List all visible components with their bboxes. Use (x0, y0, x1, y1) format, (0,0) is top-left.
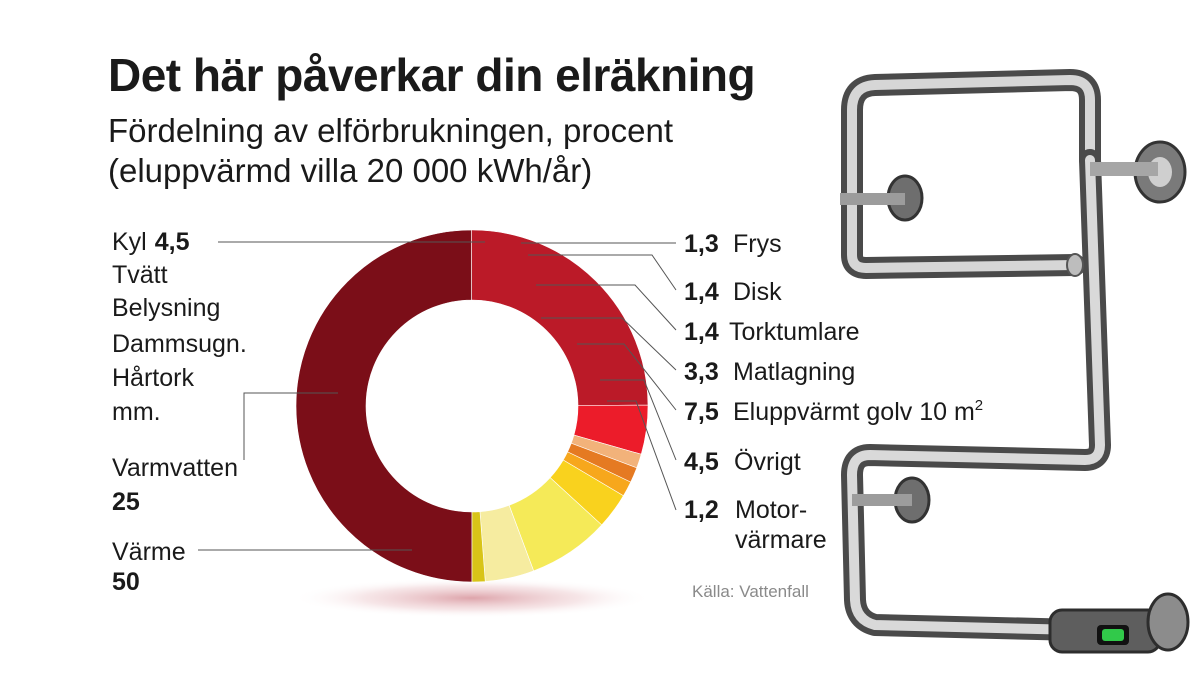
source-note: Källa: Vattenfall (692, 582, 809, 601)
label-disk-value: 1,4 (684, 278, 719, 306)
chart-subtitle-line-2: (eluppvärmd villa 20 000 kWh/år) (108, 152, 593, 189)
label-matlagning-name: Matlagning (733, 358, 855, 386)
donut-shadow (292, 578, 652, 618)
label-kyl-name: Kyl (112, 228, 147, 256)
leader-golv (577, 343, 677, 411)
label-varme-name: Värme (112, 538, 186, 566)
label-torktumlare: 1,4 Torktumlare (684, 318, 860, 346)
label-hartork: Hårtork (112, 364, 194, 392)
label-varmvatten-value: 25 (112, 488, 140, 516)
donut-slices (295, 229, 649, 583)
label-motor: 1,2 Motor- (684, 496, 807, 524)
towel-rail-illustration (840, 69, 1190, 654)
label-torktumlare-name: Torktumlare (729, 318, 860, 346)
leader-disk (528, 254, 677, 291)
leader-motor (607, 400, 677, 511)
label-disk-name: Disk (733, 278, 782, 306)
label-mm: mm. (112, 398, 161, 426)
label-frys: 1,3 Frys (684, 230, 782, 258)
label-ovrigt-value: 4,5 (684, 448, 719, 476)
label-belysning: Belysning (112, 294, 220, 322)
label-tvatt: Tvätt (112, 261, 168, 289)
label-motor-value: 1,2 (684, 496, 719, 524)
label-kyl-value: 4,5 (155, 228, 190, 256)
label-kyl: Kyl 4,5 (112, 228, 190, 256)
label-matlagning-value: 3,3 (684, 358, 719, 386)
label-golv: 7,5 Eluppvärmt golv 10 m2 (684, 397, 983, 426)
slice-motorvärmare (471, 511, 486, 583)
label-golv-value: 7,5 (684, 398, 719, 426)
slice-värme (295, 229, 473, 583)
label-golv-sup: 2 (975, 397, 983, 414)
label-golv-name: Eluppvärmt golv 10 m (733, 398, 975, 426)
label-disk: 1,4 Disk (684, 278, 782, 306)
leader-ovrigt (600, 379, 677, 461)
leader-lines (198, 241, 677, 551)
label-frys-name: Frys (733, 230, 782, 258)
leader-varmvatten (243, 392, 338, 460)
label-torktumlare-value: 1,4 (684, 318, 719, 346)
label-varme-value: 50 (112, 568, 140, 596)
label-varmvatten-name: Varmvatten (112, 454, 238, 482)
leader-torktumlare (536, 284, 677, 331)
chart-subtitle-line-1: Fördelning av elförbrukningen, procent (108, 112, 674, 149)
label-motor-name-1: Motor- (735, 496, 807, 524)
label-frys-value: 1,3 (684, 230, 719, 258)
label-matlagning: 3,3 Matlagning (684, 358, 855, 386)
leader-matlagning (541, 317, 677, 371)
label-ovrigt-name: Övrigt (734, 448, 801, 476)
label-dammsugn: Dammsugn. (112, 330, 247, 358)
label-motor-name-2: värmare (735, 526, 827, 554)
label-ovrigt: 4,5 Övrigt (684, 448, 801, 476)
chart-title: Det här påverkar din elräkning (108, 49, 756, 101)
